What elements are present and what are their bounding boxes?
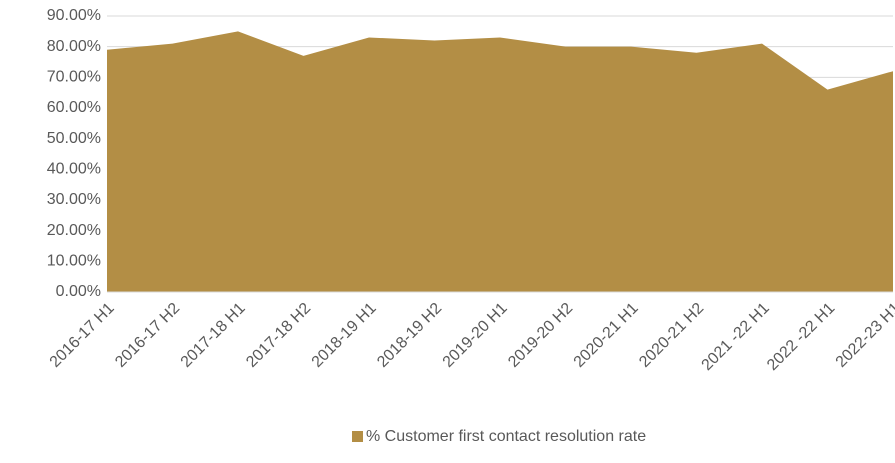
x-tick-label: 2019-20 H1 xyxy=(440,300,511,371)
x-tick-label: 2018-19 H2 xyxy=(374,300,445,371)
legend-swatch xyxy=(352,431,363,442)
y-tick-label: 70.00% xyxy=(47,69,101,86)
y-tick-label: 50.00% xyxy=(47,130,101,147)
y-tick-label: 20.00% xyxy=(47,222,101,239)
x-tick-label: 2022-23 H1 xyxy=(833,300,895,371)
area xyxy=(107,31,893,292)
y-tick-label: 30.00% xyxy=(47,191,101,208)
x-tick-label: 2019-20 H2 xyxy=(505,300,576,371)
x-tick-label: 2022 -22 H1 xyxy=(764,300,838,374)
y-tick-label: 60.00% xyxy=(47,99,101,116)
y-tick-label: 80.00% xyxy=(47,38,101,55)
x-tick-label: 2020-21 H2 xyxy=(636,300,707,371)
x-tick-label: 2020-21 H1 xyxy=(571,300,642,371)
x-tick-label: 2017-18 H2 xyxy=(243,300,314,371)
y-tick-label: 0.00% xyxy=(56,283,101,300)
x-tick-label: 2018-19 H1 xyxy=(309,300,380,371)
y-tick-label: 40.00% xyxy=(47,161,101,178)
y-tick-label: 90.00% xyxy=(47,7,101,24)
x-tick-label: 2016-17 H1 xyxy=(47,300,118,371)
x-tick-label: 2021 -22 H1 xyxy=(699,300,773,374)
x-tick-label: 2016-17 H2 xyxy=(112,300,183,371)
x-tick-label: 2017-18 H1 xyxy=(178,300,249,371)
legend-label: % Customer first contact resolution rate xyxy=(366,428,646,445)
y-tick-label: 10.00% xyxy=(47,253,101,270)
